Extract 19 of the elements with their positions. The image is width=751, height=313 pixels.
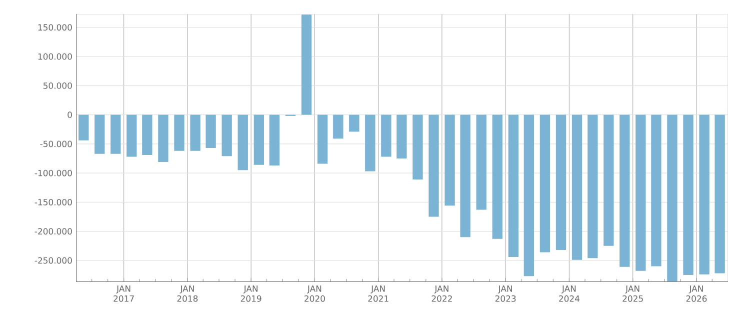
y-tick-label: 0 xyxy=(68,112,72,118)
y-tick-label: 50.000 xyxy=(44,82,72,89)
y-tick-label: -100.000 xyxy=(34,170,72,176)
y-tick-label: -50.000 xyxy=(40,140,72,148)
x-tick-label: JAN 2026 xyxy=(686,286,707,302)
y-tick-label: -250.000 xyxy=(34,257,72,264)
x-tick-label: JAN 2018 xyxy=(177,286,198,302)
x-tick-label: JAN 2024 xyxy=(559,286,580,302)
y-tick-label: -200.000 xyxy=(34,228,72,235)
y-tick-label: 100.000 xyxy=(38,53,72,60)
y-tick-label: -150.000 xyxy=(34,198,72,206)
x-tick-label: JAN 2022 xyxy=(432,286,452,302)
y-tick-label: 150.000 xyxy=(38,24,72,31)
x-tick-label: JAN 2021 xyxy=(368,286,388,302)
x-tick-label: JAN 2023 xyxy=(495,286,516,302)
x-tick-label: JAN 2020 xyxy=(304,286,325,302)
x-tick-label: JAN 2025 xyxy=(622,286,643,302)
x-tick-label: JAN 2017 xyxy=(114,286,134,302)
x-tick-label: JAN 2019 xyxy=(240,286,262,302)
